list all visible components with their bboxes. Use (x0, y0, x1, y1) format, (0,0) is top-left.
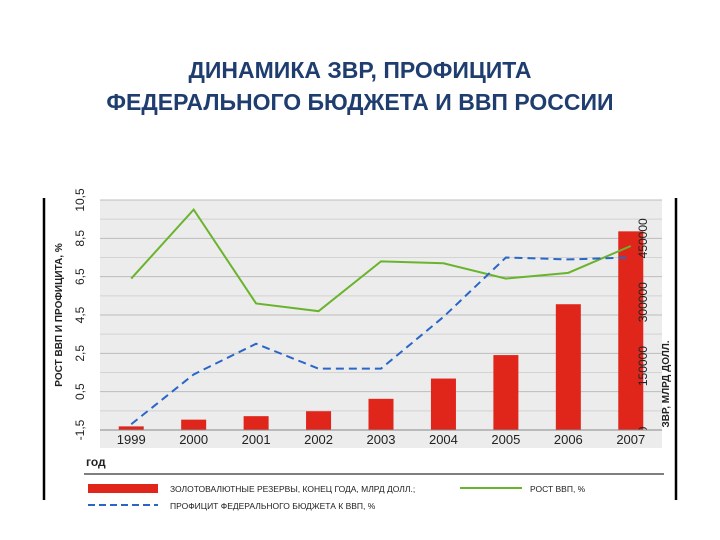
bar-2004 (430, 378, 456, 430)
y-left-axis-title: РОСТ ВВП И ПРОФИЦИТА, % (54, 243, 65, 387)
lines (130, 207, 632, 426)
legend-label-gdp: РОСТ ВВП, % (530, 484, 586, 494)
y-right-tick-label: 150000 (636, 346, 650, 386)
chart: -1,5 0,5 2,5 4,5 6,5 8,5 10,5 РОСТ ВВП И ПРОФИЦ… (40, 188, 680, 520)
x-axis-title: год (86, 455, 106, 469)
legend-label-reserves: ЗОЛОТОВАЛЮТНЫЕ РЕЗЕРВЫ, КОНЕЦ ГОДА, МЛРД… (170, 484, 415, 494)
x-tick-label: 2002 (304, 432, 333, 447)
y-left-tick-label: 4,5 (73, 306, 87, 323)
slide-title-line-1: ДИНАМИКА ЗВР, ПРОФИЦИТА (188, 57, 532, 83)
bar-2000 (181, 419, 207, 430)
bar-1999 (118, 426, 144, 430)
slide-title-line-2: ФЕДЕРАЛЬНОГО БЮДЖЕТА И ВВП РОССИИ (106, 89, 614, 115)
y-left-tick-label: 2,5 (73, 345, 87, 362)
legend-swatch-reserves (88, 484, 158, 493)
legend: ЗОЛОТОВАЛЮТНЫЕ РЕЗЕРВЫ, КОНЕЦ ГОДА, МЛРД… (88, 484, 586, 511)
bar-2006 (555, 304, 581, 430)
x-tick-label: 2007 (616, 432, 645, 447)
bar-2003 (368, 398, 394, 430)
bar-2001 (243, 416, 269, 430)
x-axis-band (100, 430, 662, 448)
y-left-tick-label: 8,5 (73, 230, 87, 247)
bar-2005 (493, 355, 519, 430)
y-left-tick-label: 6,5 (73, 268, 87, 285)
bar-2007 (618, 231, 644, 430)
x-tick-label: 2006 (554, 432, 583, 447)
bar-2002 (306, 411, 332, 430)
x-tick-label: 2005 (491, 432, 520, 447)
y-left-tick-label: 10,5 (73, 188, 87, 212)
slide-title: ДИНАМИКА ЗВР, ПРОФИЦИТА ФЕДЕРАЛЬНОГО БЮД… (0, 54, 720, 118)
y-right-tick-label: 300000 (636, 282, 650, 322)
y-left-tick-label: 0,5 (73, 383, 87, 400)
axes: -1,5 0,5 2,5 4,5 6,5 8,5 10,5 РОСТ ВВП И ПРОФИЦ… (54, 188, 672, 475)
y-right-tick-label: 450000 (636, 218, 650, 258)
x-tick-label: 2001 (242, 432, 271, 447)
series-line-gdp-growth (130, 207, 632, 313)
x-tick-label: 2004 (429, 432, 458, 447)
x-tick-label: 2003 (367, 432, 396, 447)
series-line-budget-surplus (130, 256, 631, 426)
bars (118, 231, 644, 430)
grid (100, 199, 662, 431)
x-tick-label: 2000 (179, 432, 208, 447)
y-left-tick-label: -1,5 (73, 419, 87, 440)
x-tick-label: 1999 (117, 432, 146, 447)
y-right-axis-title: ЗВР, МЛРД ДОЛЛ. (661, 340, 672, 427)
legend-label-surplus: ПРОФИЦИТ ФЕДЕРАЛЬНОГО БЮДЖЕТА К ВВП, % (170, 501, 376, 511)
